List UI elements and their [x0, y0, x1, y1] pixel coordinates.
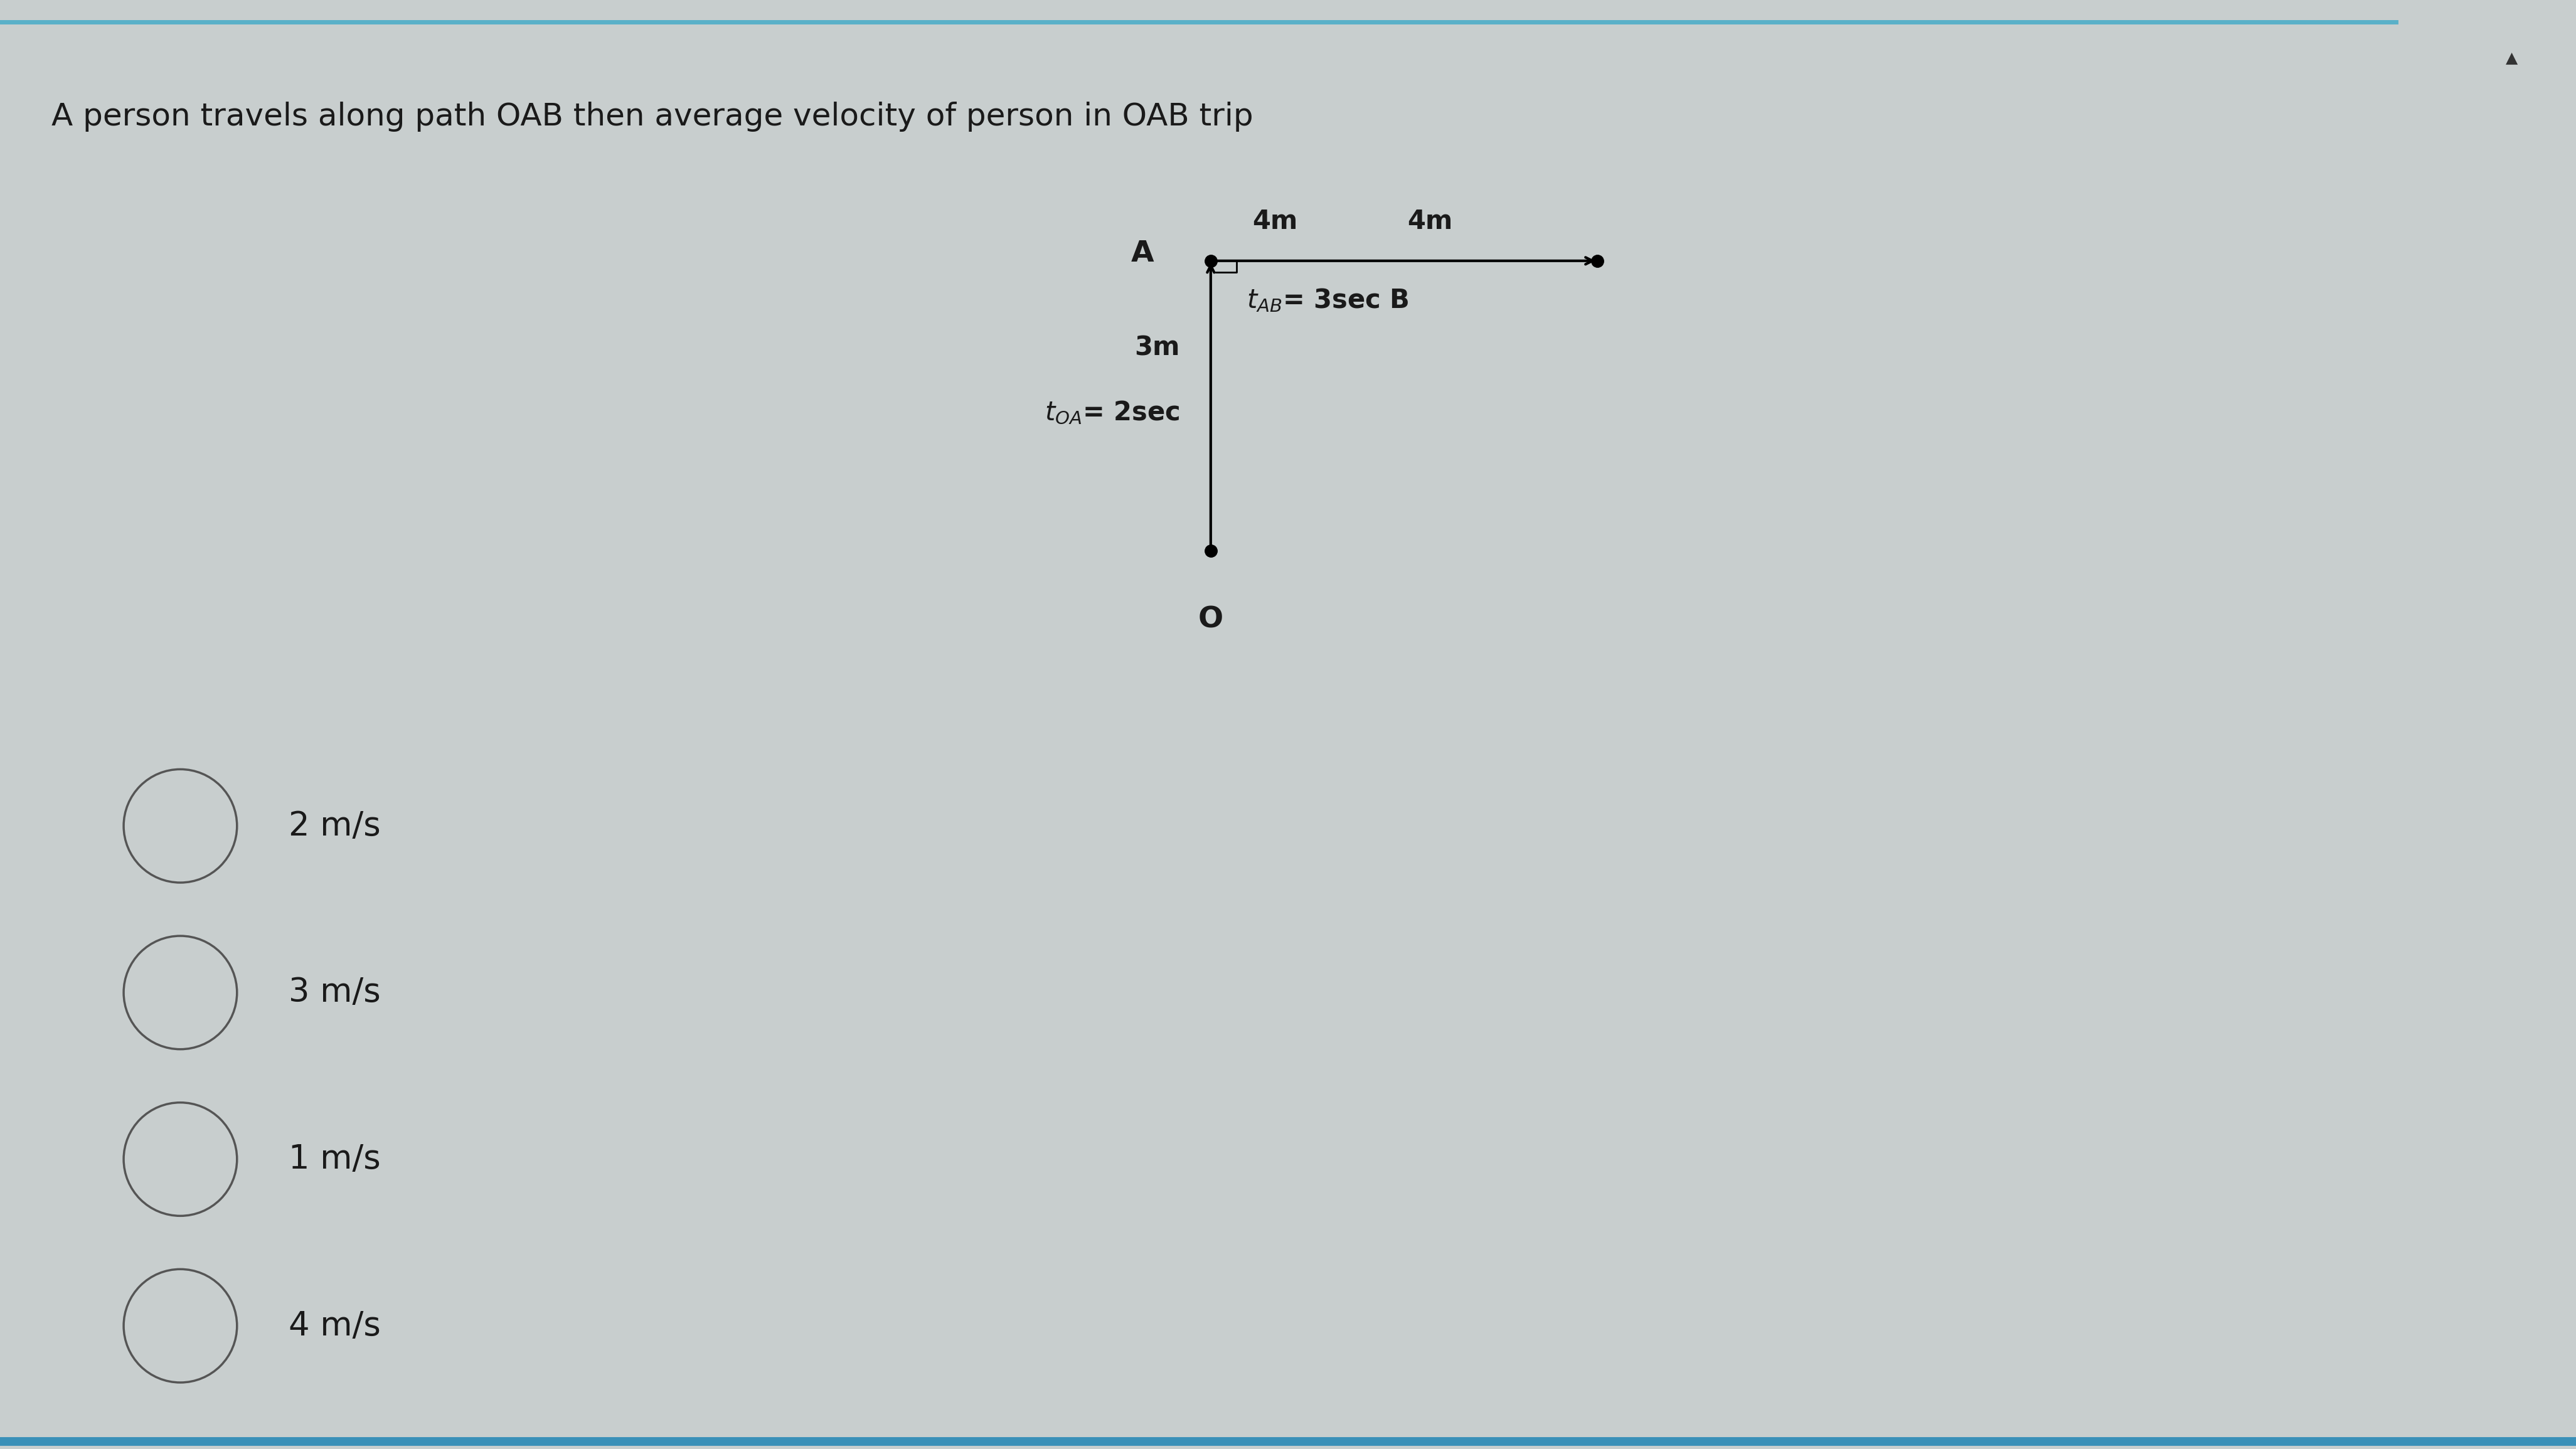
Text: 2 m/s: 2 m/s [289, 810, 381, 842]
Text: 4 m/s: 4 m/s [289, 1310, 381, 1342]
Text: O: O [1198, 606, 1224, 633]
Text: $t_{OA}$= 2sec: $t_{OA}$= 2sec [1046, 400, 1180, 426]
Text: 4m: 4m [1252, 209, 1298, 235]
Text: A person travels along path OAB then average velocity of person in OAB trip: A person travels along path OAB then ave… [52, 101, 1255, 132]
Text: 3 m/s: 3 m/s [289, 977, 381, 1009]
Text: 1 m/s: 1 m/s [289, 1143, 381, 1175]
Text: A: A [1131, 239, 1154, 268]
Text: 3m: 3m [1133, 335, 1180, 361]
Text: 4m: 4m [1406, 209, 1453, 235]
Text: ▲: ▲ [2506, 51, 2517, 65]
Text: $t_{AB}$= 3sec B: $t_{AB}$= 3sec B [1247, 287, 1409, 314]
